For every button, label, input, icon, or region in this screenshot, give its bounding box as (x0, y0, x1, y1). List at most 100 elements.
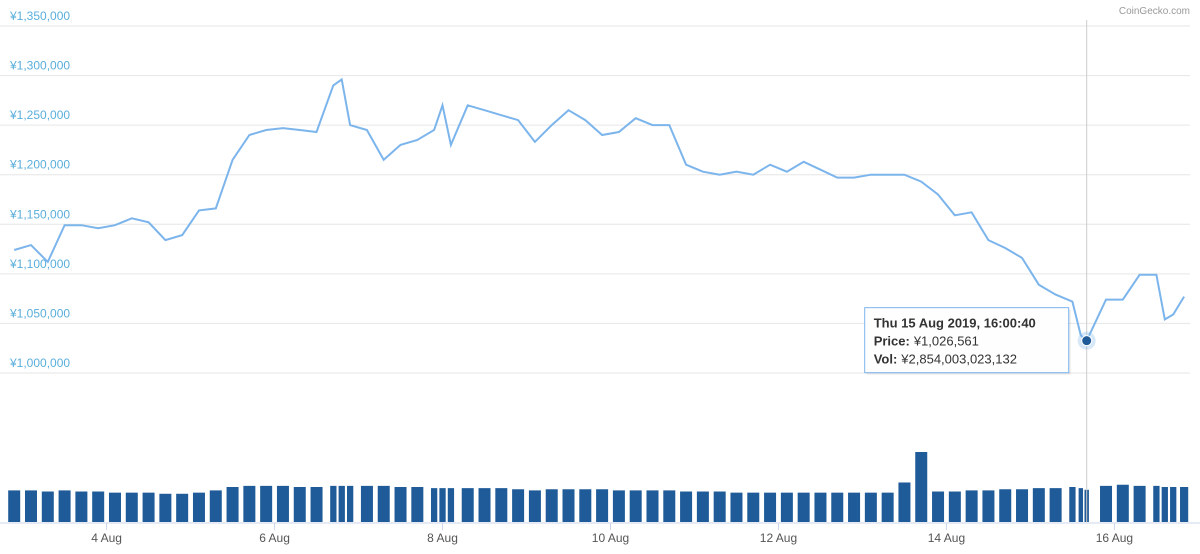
volume-bar (1153, 485, 1160, 522)
volume-bar (629, 490, 642, 522)
price-line (13, 77, 1185, 343)
tooltip-box (864, 307, 1070, 374)
volume-bar (192, 492, 205, 522)
volume-bar (1016, 489, 1029, 522)
watermark: CoinGecko.com (1119, 6, 1190, 17)
volume-bar (713, 491, 726, 522)
volume-bar (226, 487, 239, 522)
volume-bar (1133, 485, 1146, 522)
volume-bar (948, 491, 961, 522)
volume-bar (92, 491, 105, 522)
volume-bar (1180, 487, 1189, 522)
volume-bar (346, 485, 354, 522)
volume-bar (932, 491, 945, 522)
volume-bar (430, 488, 438, 522)
volume-bar (663, 490, 676, 522)
volume-bar (528, 490, 541, 522)
volume-bar (965, 490, 978, 522)
volume-bar (780, 492, 793, 522)
volume-bar (848, 492, 861, 522)
y-tick-label: ¥1,000,000 (9, 356, 70, 370)
volume-bar (596, 489, 609, 522)
volume-bar (495, 488, 508, 522)
volume-bar (562, 489, 575, 522)
volume-bar (338, 485, 345, 522)
volume-bar (411, 487, 424, 522)
volume-bar (41, 491, 54, 522)
volume-bar (1116, 484, 1129, 522)
volume-bar (447, 488, 455, 522)
volume-bar (8, 490, 21, 522)
hover-marker (1081, 335, 1093, 347)
volume-bar (142, 492, 155, 522)
volume-bar (276, 485, 289, 522)
volume-bar (125, 492, 138, 522)
volume-bar (1032, 488, 1045, 522)
y-tick-label: ¥1,100,000 (9, 257, 70, 271)
volume-bar (1161, 487, 1168, 522)
volume-bar (1078, 488, 1084, 522)
x-tick-label: 10 Aug (592, 531, 629, 545)
volume-bar (394, 487, 407, 522)
volume-bar (75, 491, 88, 522)
tooltip-date: Thu 15 Aug 2019, 16:00:40 (874, 316, 1036, 331)
x-tick-label: 12 Aug (760, 531, 797, 545)
tooltip-row: Price: ¥1,026,561 (874, 334, 979, 349)
volume-bar (696, 491, 709, 522)
volume-bar (646, 490, 659, 522)
y-tick-label: ¥1,350,000 (9, 9, 70, 23)
x-tick-label: 14 Aug (928, 531, 965, 545)
volume-bar (512, 489, 525, 522)
volume-bar (545, 489, 558, 522)
volume-bar (310, 487, 323, 522)
volume-bar (680, 491, 693, 522)
volume-bar (209, 490, 222, 522)
tooltip-value: ¥1,026,561 (913, 334, 979, 349)
volume-bar (1100, 485, 1113, 522)
volume-bar (898, 482, 911, 522)
volume-bar (176, 493, 189, 522)
volume-bar (330, 485, 337, 522)
y-tick-label: ¥1,200,000 (9, 158, 70, 172)
x-tick-label: 16 Aug (1096, 531, 1133, 545)
volume-bar (159, 493, 172, 522)
volume-bar (730, 492, 743, 522)
tooltip-value: ¥2,854,003,023,132 (900, 352, 1017, 367)
volume-bar (243, 485, 256, 522)
volume-bar (1170, 487, 1177, 522)
volume-bar (461, 488, 474, 522)
volume-bar (864, 492, 877, 522)
y-tick-label: ¥1,300,000 (9, 59, 70, 73)
volume-bar (360, 485, 373, 522)
volume-bar (999, 489, 1012, 522)
volume-bar (579, 489, 592, 522)
y-tick-label: ¥1,050,000 (9, 306, 70, 320)
x-tick-label: 4 Aug (91, 531, 122, 545)
volume-bar (377, 485, 390, 522)
x-tick-label: 6 Aug (259, 531, 290, 545)
y-tick-label: ¥1,150,000 (9, 207, 70, 221)
volume-bar (260, 485, 273, 522)
volume-bar (881, 492, 894, 522)
volume-bar (108, 492, 121, 522)
volume-bar (612, 490, 625, 522)
volume-bar (797, 492, 810, 522)
tooltip-label: Price: (874, 334, 910, 349)
x-tick-label: 8 Aug (427, 531, 458, 545)
volume-bar (293, 487, 306, 522)
volume-bar (1049, 488, 1062, 522)
volume-bar (747, 492, 760, 522)
volume-bar (831, 492, 844, 522)
tooltip-row: Vol: ¥2,854,003,023,132 (874, 352, 1017, 367)
y-tick-label: ¥1,250,000 (9, 108, 70, 122)
volume-bar (814, 492, 827, 522)
volume-bar (478, 488, 491, 522)
tooltip-label: Vol: (874, 352, 898, 367)
volume-bar (58, 490, 71, 522)
volume-bar (982, 490, 995, 522)
volume-bar (915, 452, 928, 522)
volume-bar (1069, 487, 1076, 522)
volume-bar (764, 492, 777, 522)
